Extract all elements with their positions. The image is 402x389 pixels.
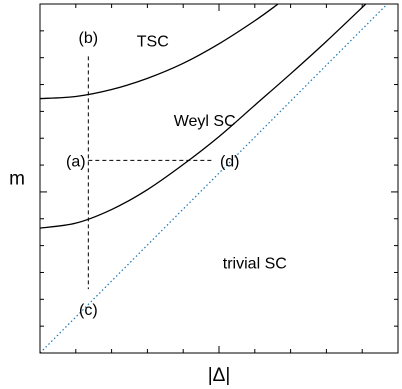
y-axis-label: m: [9, 169, 25, 190]
plot-frame: [39, 3, 399, 354]
axis-ticks: [40, 4, 398, 353]
annotation-label: (a): [66, 153, 86, 170]
phase-boundaries: [40, 4, 388, 353]
upper-boundary-line: [40, 4, 279, 100]
lower-boundary-line: [40, 4, 367, 229]
asymptote-line: [40, 4, 388, 353]
annotation-label: (b): [79, 30, 99, 47]
annotation-label: trivial SC: [223, 255, 287, 272]
annotations: (b) TSC Weyl SC (a) (d) trivial SC (c): [66, 30, 287, 319]
x-axis-label: |Δ|: [208, 365, 231, 386]
annotation-label: (d): [220, 153, 240, 170]
annotation-label: (c): [79, 302, 98, 319]
annotation-label: TSC: [137, 34, 169, 51]
annotation-label: Weyl SC: [174, 113, 236, 130]
dashed-cuts: [87, 56, 214, 290]
